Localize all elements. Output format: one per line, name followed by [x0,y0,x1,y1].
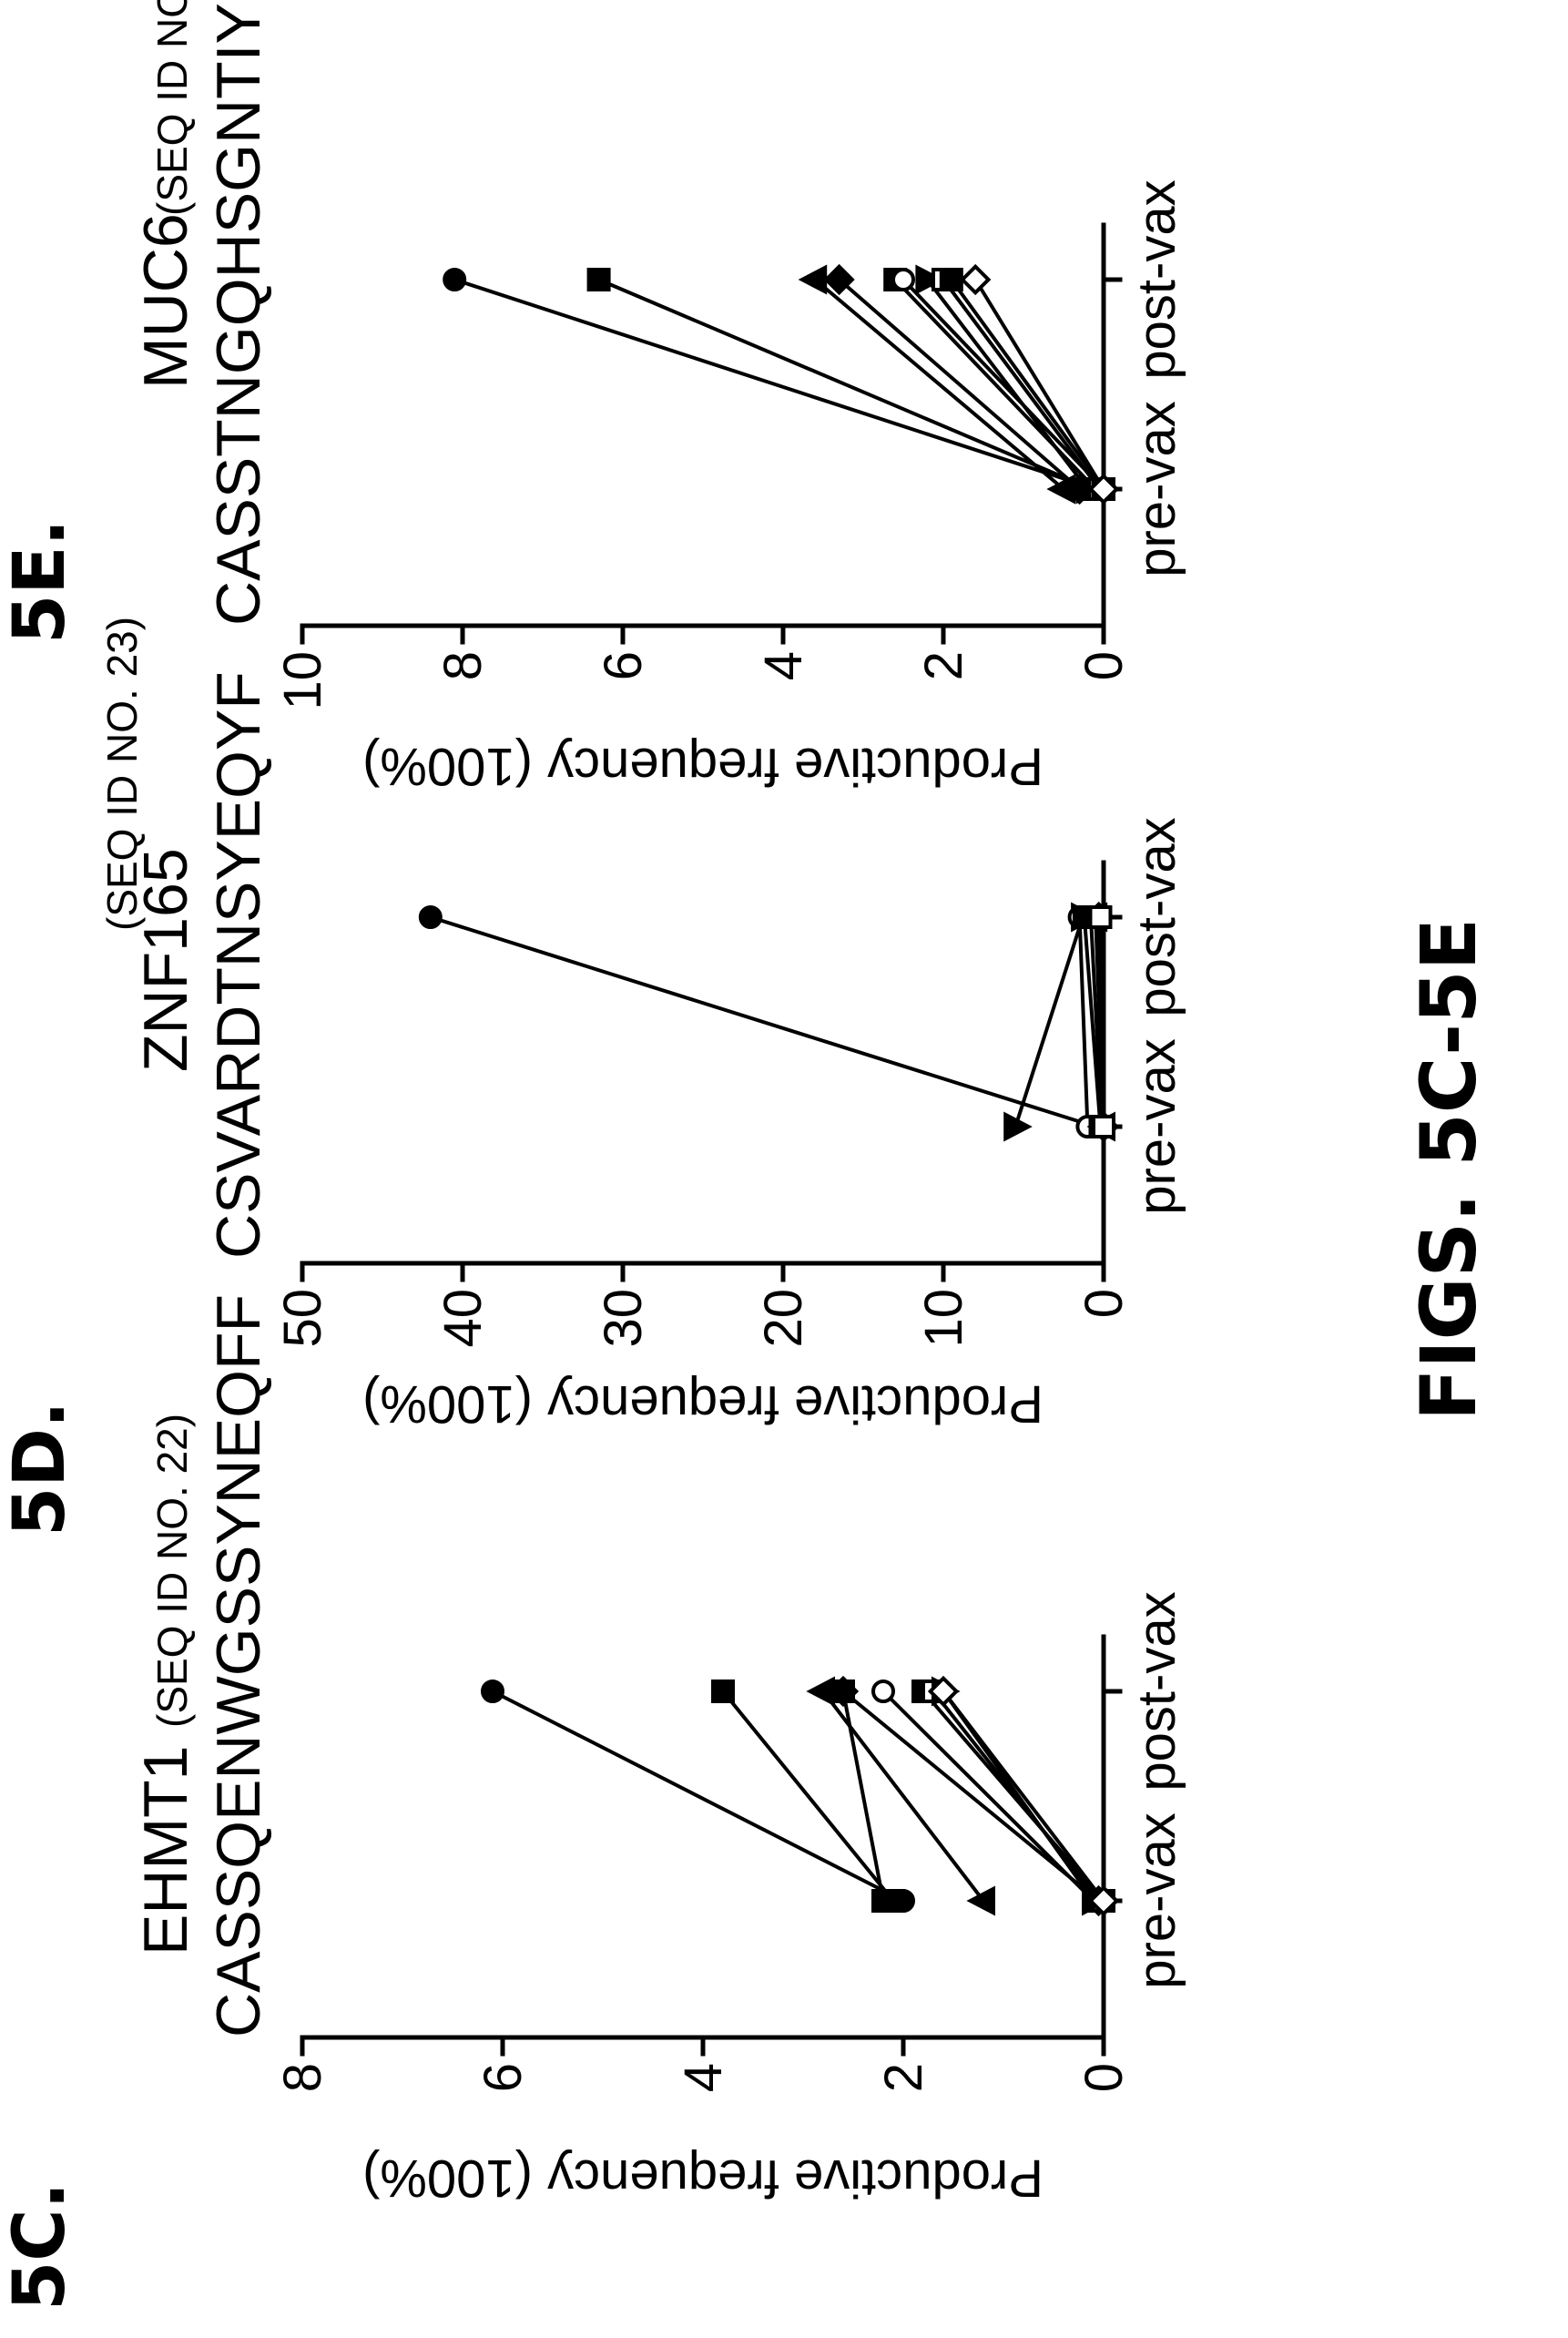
figure-label: FIGS. 5C-5E [1404,918,1493,1421]
y-tick-label: 4 [674,2063,733,2092]
sequence-label: CASSQENWGSSYNEQFF [204,1294,273,2037]
series-line [921,1690,1105,1903]
data-point-pre [1003,1111,1033,1142]
data-point-post [586,268,611,291]
x-tick-label: post-vax [1127,1591,1186,1791]
data-point-post [939,268,963,291]
series-line [950,278,1105,491]
data-point-pre [871,1889,895,1913]
data-point-post [1088,905,1113,929]
series-line [1098,916,1105,1128]
series-line [973,278,1105,491]
chart-title: ZNF165 [131,848,200,1072]
data-point-post [481,1679,504,1703]
seq-id-label: (SEQ ID NO. 22) [148,1414,196,1728]
seq-id-label: (SEQ ID NO. 24) [148,0,196,216]
series-line [430,915,1096,1128]
series-line [813,278,1065,491]
y-axis-label: Productive frequency (100%) [362,1374,1044,1434]
y-tick-label: 40 [433,1289,493,1348]
panel-label: 5C. [0,2182,81,2311]
series-line [838,278,1081,491]
series-line [881,1690,1095,1903]
y-tick-label: 0 [1074,1289,1134,1318]
y-tick-label: 6 [594,651,653,680]
series-line [821,1690,985,1903]
series-line [1013,916,1085,1128]
series-5 [883,268,1108,501]
series-line [1077,916,1090,1128]
x-tick-label: post-vax [1127,817,1186,1016]
panel-label: 5D. [0,1401,81,1537]
data-point-post [927,1675,960,1708]
data-point-post [827,1675,860,1708]
data-point-post [960,263,992,296]
series-1 [418,905,1108,1138]
data-point-post [871,1679,895,1703]
sequence-label: CASSTNGQHSGNTIYF [204,0,273,626]
chart-title: EHMT1 [131,1746,200,1955]
y-tick-label: 50 [273,1289,332,1348]
y-tick-label: 6 [473,2063,533,2092]
y-tick-label: 4 [754,651,813,680]
series-line [1088,916,1105,1128]
data-point-post [798,264,828,295]
series-line [721,1690,895,1903]
data-point-post [823,263,855,296]
series-line [492,1690,904,1903]
data-point-pre [1087,473,1120,505]
series-10 [927,1675,1120,1917]
panel-label: 5E. [0,519,81,644]
series-line [925,278,1089,491]
x-tick-label: post-vax [1127,179,1186,379]
y-tick-label: 10 [273,651,332,710]
data-point-post [915,264,945,295]
data-point-pre [966,1885,995,1916]
y-tick-label: 20 [754,1289,813,1348]
panels: 5C. EHMT1 (SEQ ID NO. 22) CASSQENWGSSYNEQFF… [0,0,1186,2311]
y-tick-label: 30 [594,1289,653,1348]
sequence-label: CSVARDTNSYEQYF [204,671,273,1259]
y-tick-label: 2 [914,651,973,680]
y-tick-label: 10 [914,1289,973,1348]
series-line [942,278,1102,491]
series-line [1082,916,1103,1128]
series-line [453,278,1096,491]
series-8 [921,1679,1111,1913]
panel-2: 5D. ZNF165(SEQ ID NO. 23) CSVARDTNSYEQYF 0 1… [0,617,1186,1537]
y-tick-label: 2 [874,2063,933,2092]
series-line [901,278,1105,491]
rotated-figure: 5C. EHMT1 (SEQ ID NO. 22) CASSQENWGSSYNEQFF… [0,0,1493,2311]
series-line [932,1690,1101,1903]
y-tick-label: 0 [1074,651,1134,680]
x-tick-label: pre-vax [1127,401,1186,577]
data-point-post [711,1679,735,1703]
series-10 [960,263,1120,505]
data-point-post [418,905,443,929]
series-8 [1088,905,1115,1138]
x-tick-label: pre-vax [1127,1038,1186,1214]
y-axis-label: Productive frequency (100%) [362,737,1044,796]
data-point-pre [1092,1115,1115,1138]
panel-3: 5E. (SEQ ID NO. 24)MUC6 CASSTNGQHSGNTIYF 0 2… [0,0,1186,796]
y-axis-label: Productive frequency (100%) [362,2149,1044,2208]
series-line [597,278,1093,491]
series-line [942,1690,1105,1903]
chart-title: MUC6 [131,213,200,389]
data-point-pre [1087,1884,1120,1917]
series-4 [806,1676,995,1916]
series-6 [871,1679,1105,1913]
y-tick-label: 8 [273,2063,332,2092]
y-tick-label: 0 [1074,2063,1134,2092]
panel-1: 5C. EHMT1 (SEQ ID NO. 22) CASSQENWGSSYNEQFF… [0,1294,1186,2311]
seq-id-label: (SEQ ID NO. 23) [98,617,146,931]
x-tick-label: pre-vax [1127,1812,1186,1988]
data-point-post [443,268,467,291]
y-tick-label: 8 [433,651,493,680]
data-point-post [891,268,915,291]
